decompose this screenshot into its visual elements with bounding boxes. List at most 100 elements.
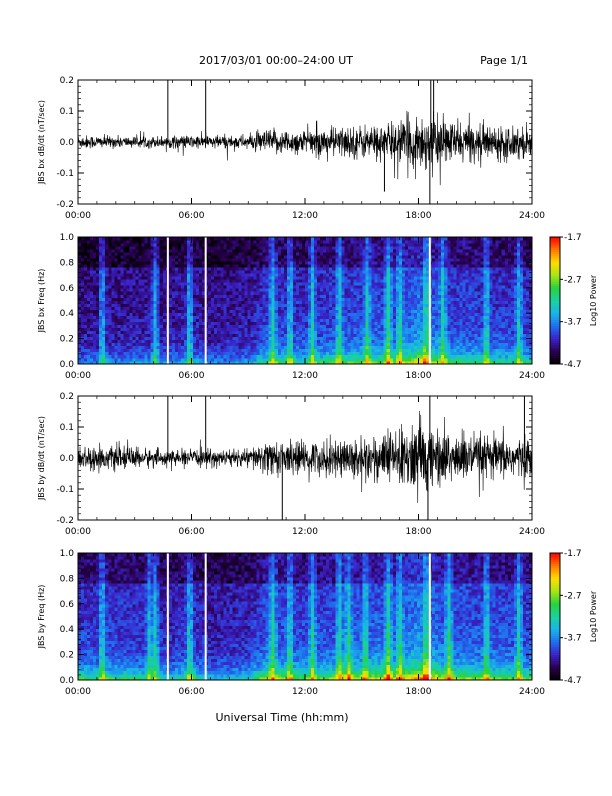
spectrogram-cell — [81, 270, 84, 273]
spectrogram-cell — [284, 349, 287, 352]
spectrogram-cell — [187, 322, 190, 325]
spectrogram-cell — [169, 240, 172, 243]
spectrogram-cell — [293, 267, 296, 270]
spectrogram-cell — [390, 288, 393, 291]
spectrogram-cell — [338, 297, 341, 300]
spectrogram-cell — [187, 346, 190, 349]
spectrogram-cell — [226, 270, 229, 273]
spectrogram-cell — [378, 340, 381, 343]
spectrogram-cell — [317, 273, 320, 276]
spectrogram-cell — [405, 343, 408, 346]
spectrogram-cell — [142, 270, 145, 273]
spectrogram-cell — [223, 328, 226, 331]
spectrogram-cell — [157, 301, 160, 304]
spectrogram-cell — [145, 291, 148, 294]
spectrogram-cell — [359, 340, 362, 343]
spectrogram-cell — [378, 258, 381, 261]
spectrogram-cell — [372, 294, 375, 297]
spectrogram-cell — [320, 358, 323, 361]
spectrogram-cell — [423, 258, 426, 261]
spectrogram-cell — [129, 273, 132, 276]
spectrogram-cell — [366, 355, 369, 358]
spectrogram-cell — [238, 252, 241, 255]
spectrogram-cell — [148, 313, 151, 316]
spectrogram-cell — [163, 328, 166, 331]
spectrogram-cell — [193, 288, 196, 291]
spectrogram-cell — [187, 340, 190, 343]
spectrogram-cell — [281, 276, 284, 279]
spectrogram-cell — [232, 255, 235, 258]
spectrogram-cell — [359, 255, 362, 258]
spectrogram-cell — [290, 243, 293, 246]
spectrogram-cell — [139, 349, 142, 352]
spectrogram-cell — [117, 316, 120, 319]
spectrogram-cell — [341, 346, 344, 349]
spectrogram-cell — [420, 294, 423, 297]
spectrogram-cell — [329, 316, 332, 319]
spectrogram-cell — [396, 264, 399, 267]
spectrogram-cell — [420, 322, 423, 325]
spectrogram-cell — [247, 285, 250, 288]
spectrogram-cell — [99, 346, 102, 349]
spectrogram-cell — [417, 331, 420, 334]
spectrogram-cell — [193, 340, 196, 343]
spectrogram-cell — [314, 346, 317, 349]
spectrogram-cell — [281, 270, 284, 273]
spectrogram-cell — [269, 304, 272, 307]
spectrogram-cell — [163, 282, 166, 285]
spectrogram-cell — [326, 328, 329, 331]
spectrogram-cell — [160, 358, 163, 361]
spectrogram-cell — [126, 255, 129, 258]
spectrogram-cell — [287, 334, 290, 337]
spectrogram-cell — [302, 316, 305, 319]
spectrogram-cell — [105, 349, 108, 352]
spectrogram-cell — [117, 310, 120, 313]
spectrogram-cell — [129, 246, 132, 249]
spectrogram-cell — [372, 243, 375, 246]
spectrogram-cell — [120, 258, 123, 261]
spectrogram-cell — [120, 270, 123, 273]
spectrogram-cell — [163, 273, 166, 276]
spectrogram-cell — [257, 319, 260, 322]
spectrogram-cell — [341, 340, 344, 343]
spectrogram-cell — [99, 310, 102, 313]
spectrogram-cell — [384, 313, 387, 316]
spectrogram-cell — [399, 252, 402, 255]
spectrogram-cell — [154, 288, 157, 291]
spectrogram-cell — [350, 304, 353, 307]
spectrogram-cell — [344, 258, 347, 261]
spectrogram-cell — [290, 313, 293, 316]
spectrogram-cell — [136, 261, 139, 264]
spectrogram-cell — [241, 316, 244, 319]
spectrogram-cell — [181, 352, 184, 355]
spectrogram-cell — [196, 331, 199, 334]
spectrogram-cell — [241, 358, 244, 361]
spectrogram-cell — [332, 325, 335, 328]
spectrogram-cell — [372, 255, 375, 258]
spectrogram-cell — [372, 355, 375, 358]
spectrogram-cell — [369, 279, 372, 282]
spectrogram-cell — [353, 261, 356, 264]
spectrogram-cell — [284, 255, 287, 258]
spectrogram-cell — [299, 307, 302, 310]
spectrogram-cell — [148, 322, 151, 325]
spectrogram-cell — [396, 322, 399, 325]
spectrogram-cell — [84, 276, 87, 279]
spectrogram-cell — [114, 276, 117, 279]
spectrogram-cell — [338, 291, 341, 294]
spectrogram-cell — [332, 261, 335, 264]
spectrogram-cell — [238, 334, 241, 337]
spectrogram-cell — [311, 258, 314, 261]
spectrogram-cell — [184, 285, 187, 288]
spectrogram-cell — [320, 325, 323, 328]
spectrogram-cell — [247, 282, 250, 285]
spectrogram-cell — [108, 246, 111, 249]
spectrogram-cell — [369, 249, 372, 252]
spectrogram-cell — [359, 301, 362, 304]
spectrogram-cell — [254, 349, 257, 352]
spectrogram-cell — [226, 358, 229, 361]
spectrogram-cell — [269, 322, 272, 325]
spectrogram-cell — [269, 279, 272, 282]
spectrogram-cell — [369, 346, 372, 349]
spectrogram-cell — [136, 304, 139, 307]
